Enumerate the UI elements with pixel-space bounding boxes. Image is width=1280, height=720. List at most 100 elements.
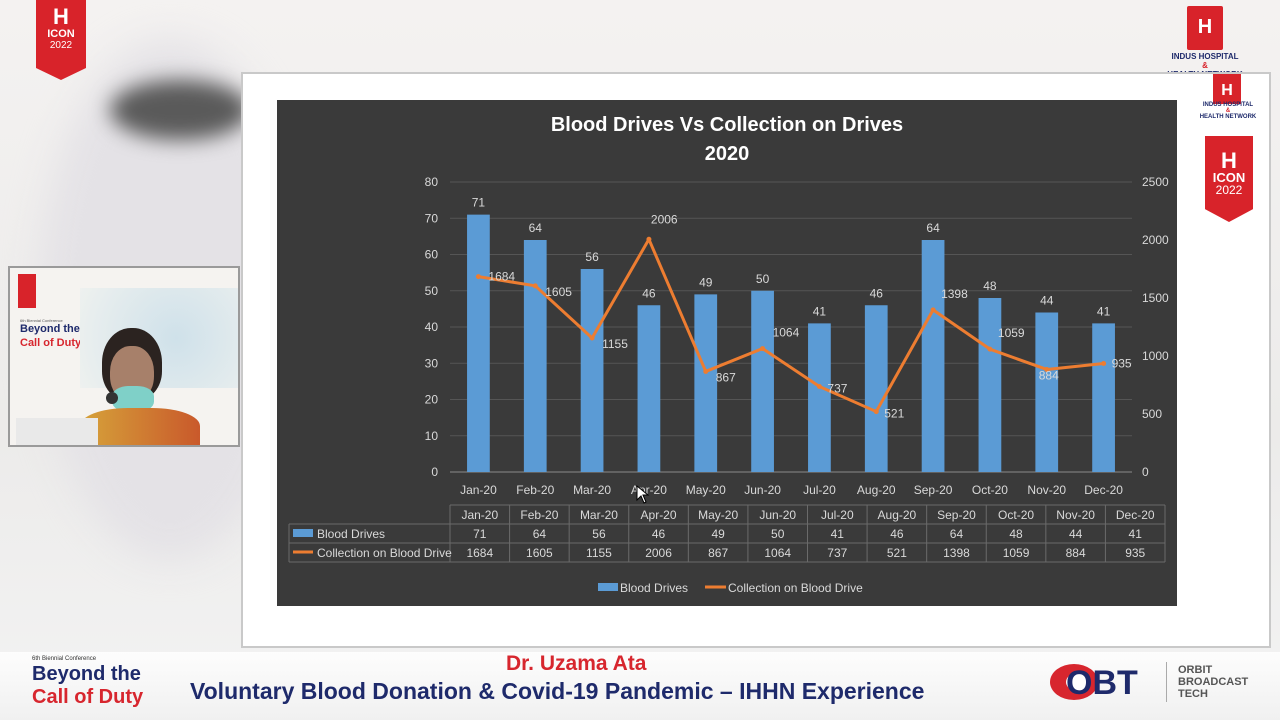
bar-data-label: 56 bbox=[585, 250, 599, 264]
line-data-label: 1059 bbox=[998, 326, 1025, 340]
line-data-label: 1064 bbox=[773, 326, 800, 340]
line-point bbox=[760, 346, 766, 352]
x-tick-label: Jul-20 bbox=[803, 483, 836, 497]
table-cell-blood-drives: 44 bbox=[1069, 527, 1083, 541]
line-data-label: 1398 bbox=[941, 287, 968, 301]
x-tick-label: Nov-20 bbox=[1027, 483, 1066, 497]
table-cell-blood-drives: 41 bbox=[1129, 527, 1143, 541]
table-cell-collection: 1684 bbox=[466, 546, 493, 560]
table-row-label-collection: Collection on Blood Drive bbox=[317, 546, 452, 560]
line-data-label: 1155 bbox=[602, 337, 628, 351]
table-header-cell: Jan-20 bbox=[461, 508, 498, 522]
chart-panel: Blood Drives Vs Collection on Drives 2020… bbox=[277, 100, 1177, 606]
table-cell-blood-drives: 50 bbox=[771, 527, 785, 541]
bar-blood-drives bbox=[808, 323, 831, 472]
line-point bbox=[930, 307, 936, 313]
line-point bbox=[703, 368, 709, 374]
y-left-tick-label: 70 bbox=[425, 211, 439, 225]
conference-subtitle: 6th Biennial Conference bbox=[32, 656, 97, 662]
combo-chart: Blood Drives Vs Collection on Drives2020… bbox=[288, 114, 1169, 595]
bar-blood-drives bbox=[751, 290, 774, 472]
table-cell-blood-drives: 46 bbox=[652, 527, 666, 541]
speaker-webcam: 6th Biennial Conference Beyond the Call … bbox=[8, 266, 240, 447]
legend-label-collection: Collection on Blood Drive bbox=[728, 581, 863, 595]
y-left-tick-label: 0 bbox=[431, 465, 438, 479]
icon-2022-logo: H ICON 2022 bbox=[36, 0, 86, 80]
table-cell-collection: 1059 bbox=[1003, 546, 1030, 560]
y-right-tick-label: 2000 bbox=[1142, 233, 1169, 247]
table-cell-collection: 521 bbox=[887, 546, 907, 560]
table-cell-blood-drives: 48 bbox=[1009, 527, 1023, 541]
line-point bbox=[589, 335, 595, 341]
bar-data-label: 48 bbox=[983, 279, 997, 293]
bar-data-label: 41 bbox=[1097, 304, 1111, 318]
x-tick-label: Jan-20 bbox=[460, 483, 497, 497]
y-right-tick-label: 500 bbox=[1142, 407, 1162, 421]
mouse-cursor-icon bbox=[636, 484, 650, 504]
bar-blood-drives bbox=[1035, 312, 1059, 472]
webcam-conf-small: 6th Biennial Conference bbox=[20, 318, 63, 323]
slide-ihhn-logo: H bbox=[1213, 74, 1241, 104]
obt-logo-icon: OBT bbox=[1050, 664, 1138, 702]
y-left-tick-label: 20 bbox=[425, 393, 439, 407]
webcam-title1: Beyond the bbox=[20, 323, 80, 335]
bar-data-label: 46 bbox=[870, 286, 884, 300]
headset-icon bbox=[106, 392, 118, 404]
x-tick-label: Apr-20 bbox=[631, 483, 667, 497]
bar-blood-drives bbox=[523, 240, 547, 472]
line-data-label: 1605 bbox=[545, 285, 572, 299]
y-right-tick-label: 1500 bbox=[1142, 291, 1169, 305]
ihhn-logo: H bbox=[1187, 6, 1223, 50]
x-tick-label: Aug-20 bbox=[857, 483, 896, 497]
bar-data-label: 49 bbox=[699, 275, 713, 289]
line-point bbox=[873, 409, 879, 415]
chart-subtitle: 2020 bbox=[705, 143, 750, 165]
broadcaster-divider bbox=[1166, 662, 1167, 702]
x-tick-label: Dec-20 bbox=[1084, 483, 1123, 497]
x-tick-label: May-20 bbox=[686, 483, 726, 497]
table-header-cell: Feb-20 bbox=[520, 508, 558, 522]
x-tick-label: Mar-20 bbox=[573, 483, 611, 497]
table-header-cell: Jul-20 bbox=[821, 508, 854, 522]
bar-blood-drives bbox=[921, 240, 945, 472]
line-point bbox=[987, 346, 993, 352]
table-header-cell: Oct-20 bbox=[998, 508, 1034, 522]
table-cell-collection: 867 bbox=[708, 546, 728, 560]
bar-blood-drives bbox=[1092, 323, 1115, 472]
table-cell-collection: 2006 bbox=[645, 546, 672, 560]
line-point bbox=[475, 274, 481, 280]
y-left-tick-label: 40 bbox=[425, 320, 439, 334]
line-point bbox=[646, 236, 652, 242]
table-cell-collection: 737 bbox=[827, 546, 847, 560]
line-point bbox=[816, 384, 822, 390]
bar-blood-drives bbox=[580, 269, 604, 472]
bar-blood-drives bbox=[694, 294, 718, 472]
conference-title-line1: Beyond the bbox=[32, 663, 141, 685]
table-header-cell: Dec-20 bbox=[1116, 508, 1155, 522]
table-cell-blood-drives: 64 bbox=[950, 527, 964, 541]
bar-data-label: 64 bbox=[926, 221, 940, 235]
table-header-cell: Sep-20 bbox=[937, 508, 976, 522]
table-header-cell: May-20 bbox=[698, 508, 738, 522]
table-cell-collection: 1398 bbox=[943, 546, 970, 560]
face-mask bbox=[112, 386, 154, 412]
x-tick-label: Oct-20 bbox=[972, 483, 1008, 497]
line-collection bbox=[478, 237, 1104, 414]
table-cell-collection: 1155 bbox=[586, 546, 612, 560]
table-key-bar bbox=[293, 529, 313, 537]
table-row-label-blood-drives: Blood Drives bbox=[317, 527, 385, 541]
line-point bbox=[1101, 361, 1107, 367]
webcam-title2: Call of Duty bbox=[20, 337, 82, 349]
table-header-cell: Apr-20 bbox=[641, 508, 677, 522]
y-left-tick-label: 80 bbox=[425, 175, 439, 189]
legend-label-blood-drives: Blood Drives bbox=[620, 581, 688, 595]
table-cell-collection: 1064 bbox=[764, 546, 791, 560]
bar-blood-drives bbox=[467, 214, 490, 472]
table-cell-collection: 1605 bbox=[526, 546, 553, 560]
line-data-label: 737 bbox=[827, 382, 847, 396]
speaker-clothing bbox=[80, 408, 200, 445]
slide-ihhn-name: INDUS HOSPITAL & HEALTH NETWORK bbox=[1199, 102, 1257, 120]
x-tick-label: Feb-20 bbox=[516, 483, 554, 497]
webcam-logo bbox=[18, 274, 36, 308]
bar-blood-drives bbox=[978, 298, 1002, 472]
